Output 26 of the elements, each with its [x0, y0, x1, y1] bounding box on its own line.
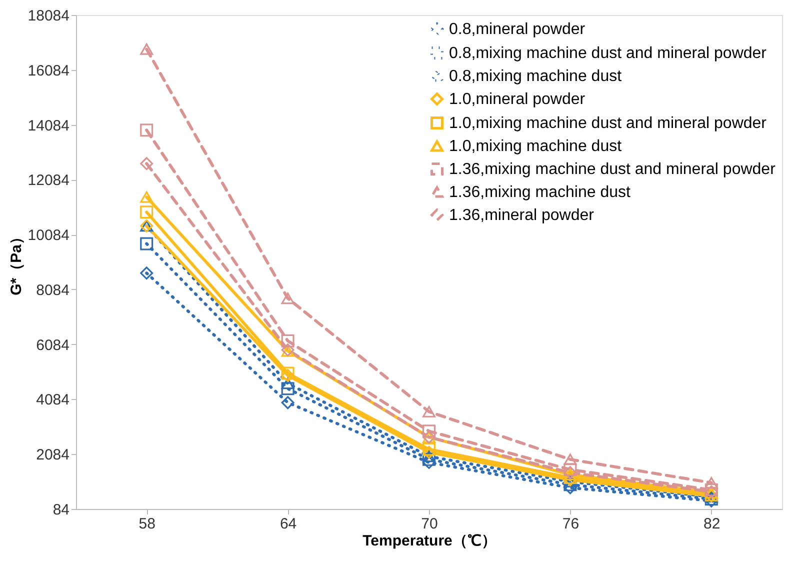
legend-label: 1.0,mixing machine dust — [449, 138, 622, 155]
x-tick-label: 58 — [138, 516, 156, 532]
legend-label: 1.0,mineral powder — [449, 91, 586, 108]
legend-label: 1.36,mixing machine dust and mineral powder — [449, 161, 776, 178]
y-tick-label: 10084 — [28, 227, 70, 244]
y-tick-label: 6084 — [36, 336, 70, 354]
x-tick-label: 70 — [421, 516, 438, 532]
x-tick-label: 82 — [704, 516, 720, 532]
y-tick-label: 16084 — [28, 62, 70, 80]
legend-label: 0.8,mineral powder — [449, 21, 586, 38]
y-axis-title: G*（Pa） — [8, 230, 25, 296]
legend-label: 0.8,mixing machine dust and mineral powder — [449, 45, 768, 62]
x-axis-title: Temperature（℃） — [362, 532, 496, 550]
y-tick-label: 12084 — [28, 172, 70, 190]
legend-label: 0.8,mixing machine dust — [449, 68, 622, 85]
y-tick-label: 18084 — [28, 8, 70, 24]
legend-label: 1.0,mixing machine dust and mineral powder — [449, 115, 768, 132]
legend-label: 1.36,mineral powder — [449, 207, 595, 224]
y-tick-label: 2084 — [36, 446, 70, 464]
y-tick-label: 8084 — [36, 282, 70, 299]
x-tick-label: 76 — [562, 516, 580, 532]
y-tick-label: 4084 — [36, 392, 70, 409]
y-tick-label: 84 — [52, 502, 70, 518]
legend-label: 1.36,mixing machine dust — [449, 184, 631, 201]
x-tick-label: 64 — [280, 516, 297, 532]
y-tick-label: 14084 — [28, 117, 70, 134]
